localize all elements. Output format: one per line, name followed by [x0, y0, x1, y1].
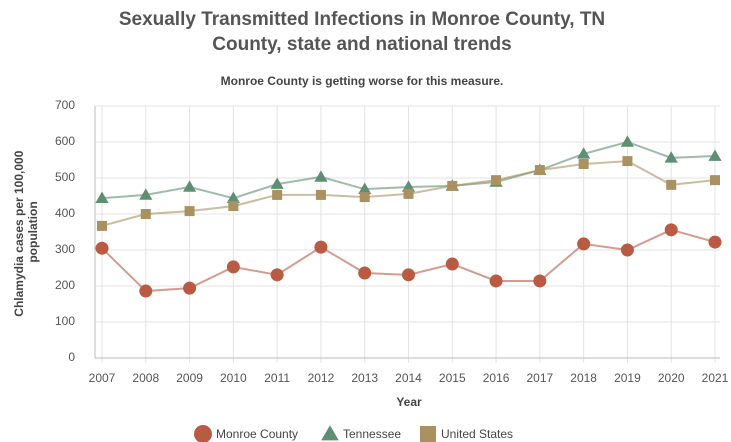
data-point — [402, 268, 415, 282]
x-tick-label: 2015 — [439, 371, 466, 385]
data-point — [95, 241, 109, 255]
x-tick-label: 2014 — [395, 371, 422, 385]
x-tick-label: 2020 — [658, 371, 685, 385]
data-point — [184, 206, 195, 217]
x-tick-label: 2016 — [483, 371, 510, 385]
data-point — [708, 235, 722, 249]
x-tick-label: 2007 — [89, 371, 116, 385]
data-point — [182, 180, 197, 192]
y-tick-label: 500 — [55, 170, 75, 184]
x-axis-label: Year — [396, 395, 422, 409]
y-tick-label: 600 — [55, 134, 75, 148]
data-point — [139, 284, 153, 298]
data-point — [489, 274, 503, 288]
chart-title: Sexually Transmitted Infections in Monro… — [119, 9, 605, 30]
data-point — [226, 260, 240, 274]
data-point — [620, 135, 635, 147]
data-point — [270, 268, 284, 282]
data-point — [710, 175, 720, 186]
y-tick-label: 0 — [68, 350, 75, 364]
data-point — [447, 180, 458, 191]
legend-marker — [194, 425, 212, 442]
data-point — [708, 149, 722, 161]
data-point — [664, 223, 678, 237]
legend-label: United States — [441, 427, 513, 441]
x-tick-label: 2019 — [614, 371, 641, 385]
data-point — [272, 189, 283, 200]
legend-label: Monroe County — [216, 427, 298, 441]
data-point — [445, 257, 459, 271]
chart-title-line2: County, state and national trends — [212, 34, 511, 55]
y-axis-label-line2: population — [26, 201, 40, 262]
x-tick-label: 2018 — [570, 371, 597, 385]
x-tick-label: 2010 — [220, 371, 247, 385]
data-point — [140, 209, 151, 219]
data-point — [314, 240, 328, 254]
data-point — [270, 177, 284, 189]
x-tick-label: 2009 — [176, 371, 203, 385]
y-tick-label: 200 — [55, 278, 75, 292]
x-tick-label: 2011 — [264, 371, 290, 385]
data-point — [226, 191, 240, 203]
x-tick-label: 2013 — [351, 371, 378, 385]
x-tick-label: 2021 — [702, 371, 729, 385]
data-point — [533, 274, 547, 288]
data-point — [622, 156, 633, 167]
data-point — [403, 188, 414, 199]
data-point — [359, 192, 370, 203]
data-point — [664, 151, 678, 163]
data-point — [95, 191, 109, 203]
data-point — [534, 165, 545, 176]
data-point — [314, 170, 328, 182]
data-point — [577, 147, 591, 159]
x-tick-label: 2012 — [308, 371, 335, 385]
data-point — [97, 220, 107, 231]
y-axis-label: Chlamydia cases per 100,000 population — [12, 147, 40, 316]
y-tick-label: 100 — [55, 314, 75, 328]
data-point — [228, 201, 239, 212]
x-tick-label: 2017 — [527, 371, 554, 385]
x-tick-label: 2008 — [132, 371, 159, 385]
data-point — [358, 266, 372, 280]
legend-label: Tennessee — [343, 427, 401, 441]
data-point — [139, 188, 153, 200]
data-point — [620, 243, 634, 257]
y-axis-label-line1: Chlamydia cases per 100,000 — [12, 150, 26, 316]
legend-marker — [321, 425, 339, 441]
y-tick-label: 300 — [55, 242, 75, 256]
y-tick-label: 400 — [55, 206, 75, 220]
data-point — [183, 281, 197, 295]
data-point — [315, 189, 326, 200]
legend-marker — [420, 426, 436, 442]
chart-subtitle: Monroe County is getting worse for this … — [221, 74, 504, 88]
data-point — [577, 237, 591, 251]
data-point — [358, 182, 372, 194]
data-point — [666, 179, 677, 190]
y-tick-label: 700 — [55, 98, 75, 112]
data-point — [491, 175, 502, 186]
data-point — [578, 158, 589, 169]
